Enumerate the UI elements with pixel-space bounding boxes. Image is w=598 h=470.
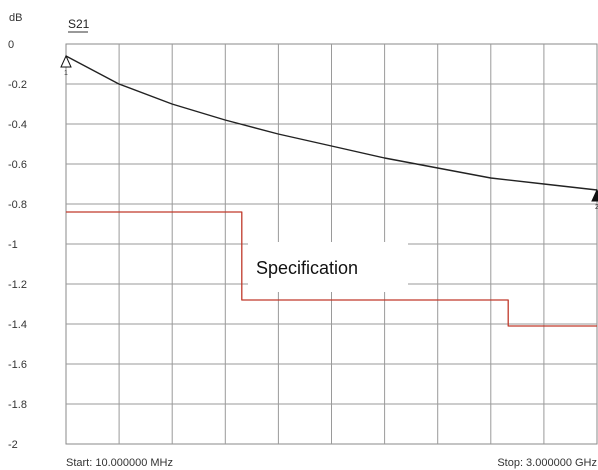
y-axis-label: dB — [9, 12, 22, 24]
trace-label: S21 — [68, 17, 90, 31]
y-tick-label: -1.2 — [8, 279, 27, 291]
y-tick-label: -1 — [8, 239, 18, 251]
y-tick-label: -0.6 — [8, 159, 27, 171]
annotation-box — [248, 242, 408, 292]
y-tick-label: 0 — [8, 39, 14, 51]
marker-1 — [60, 54, 72, 68]
series-line-specification — [66, 211, 597, 327]
y-tick-label: -1.8 — [8, 399, 27, 411]
y-tick-label: -0.2 — [8, 79, 27, 91]
x-stop-label: Stop: 3.000000 GHz — [497, 457, 597, 469]
y-tick-label: -0.8 — [8, 199, 27, 211]
series-layer — [65, 55, 598, 327]
annotation-specification: Specification — [256, 258, 358, 278]
markers-layer: 12 — [60, 54, 598, 211]
y-tick-label: -2 — [8, 439, 18, 451]
marker-2 — [591, 188, 598, 202]
marker-label-2: 2 — [595, 204, 598, 211]
grid — [65, 43, 598, 445]
y-tick-labels: 0 -0.2 -0.4 -0.6 -0.8 -1 -1.2 -1.4 -1.6 -1.8 -2 — [8, 39, 27, 451]
marker-label-1: 1 — [64, 70, 68, 77]
y-tick-label: -1.4 — [8, 319, 27, 331]
series-line-s21 — [65, 55, 598, 191]
y-tick-label: -1.6 — [8, 359, 27, 371]
y-tick-label: -0.4 — [8, 119, 27, 131]
x-start-label: Start: 10.000000 MHz — [66, 457, 173, 469]
